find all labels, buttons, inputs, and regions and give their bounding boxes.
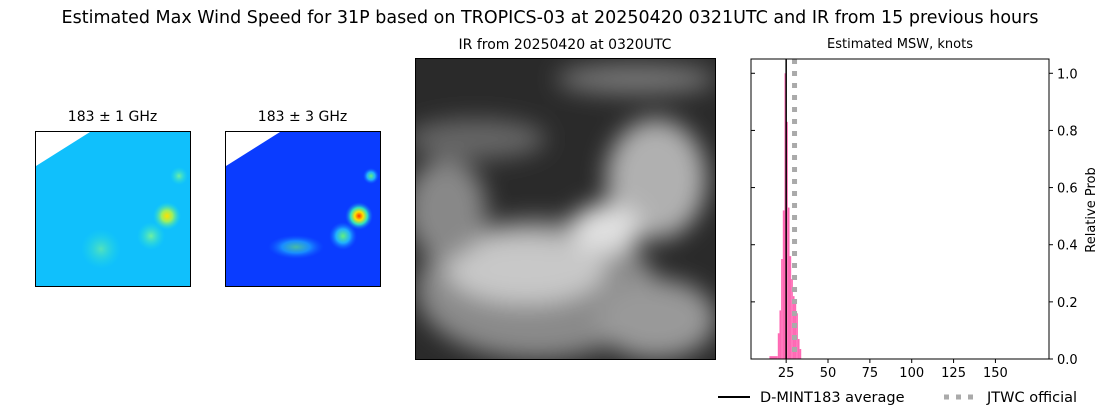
histogram-bar — [794, 301, 797, 359]
mw3-title: 183 ± 3 GHz — [257, 109, 348, 125]
legend-label-average: D-MINT183 average — [760, 390, 905, 406]
hist-title: Estimated MSW, knots — [827, 37, 973, 52]
y-tick-label: 0.8 — [1057, 124, 1078, 139]
y-axis-label: Relative Prob — [1084, 167, 1099, 252]
histogram-bar — [787, 207, 790, 359]
histogram-bar — [782, 210, 785, 359]
histogram-bar — [784, 73, 787, 360]
mw1-title: 183 ± 1 GHz — [67, 109, 158, 125]
x-tick-label: 150 — [983, 366, 1008, 381]
x-tick-label: 100 — [899, 366, 924, 381]
figure-title: Estimated Max Wind Speed for 31P based o… — [61, 8, 1039, 28]
histogram-bar — [777, 333, 780, 359]
y-tick-label: 1.0 — [1057, 67, 1078, 82]
histogram-bar — [789, 256, 792, 359]
ir-image — [415, 58, 716, 360]
histogram-bar — [791, 279, 793, 359]
mw3-image — [225, 131, 381, 287]
x-tick-label: 75 — [862, 366, 879, 381]
legend-label-jtwc: JTWC official — [986, 390, 1077, 406]
histogram-bar — [781, 259, 783, 359]
mw1-image — [35, 131, 191, 287]
histogram-bar — [769, 356, 778, 359]
ir-title: IR from 20250420 at 0320UTC — [458, 37, 672, 53]
y-tick-label: 0.4 — [1057, 239, 1078, 254]
y-tick-label: 0.6 — [1057, 182, 1078, 197]
x-tick-label: 125 — [941, 366, 966, 381]
histogram-bar — [799, 349, 802, 359]
histogram-bar — [786, 121, 788, 359]
x-tick-label: 25 — [778, 366, 795, 381]
histogram-bar — [796, 313, 798, 359]
y-tick-label: 0.2 — [1057, 296, 1078, 311]
histogram-bar — [779, 310, 782, 359]
histogram-bar — [797, 339, 800, 359]
y-tick-label: 0.0 — [1057, 353, 1078, 368]
legend: D-MINT183 average JTWC official — [718, 390, 1077, 406]
x-tick-label: 50 — [820, 366, 837, 381]
